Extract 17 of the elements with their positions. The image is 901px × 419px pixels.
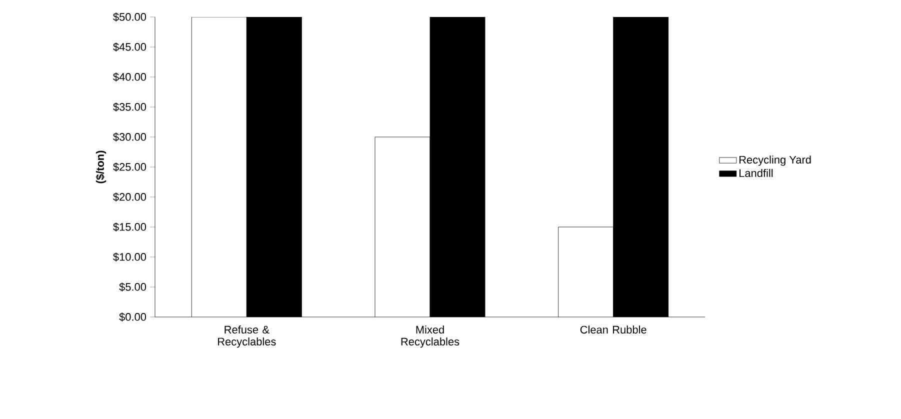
y-tick-label: $30.00 (113, 132, 146, 142)
x-tick-label: Refuse & Recyclables (218, 326, 276, 348)
y-tick-label: $50.00 (113, 12, 146, 22)
y-tick-label: $35.00 (113, 102, 146, 112)
y-tick-label: $0.00 (119, 312, 146, 322)
y-tick-label: $25.00 (113, 162, 146, 172)
y-axis-title: ($/ton) (96, 150, 106, 184)
legend-label: Recycling Yard (740, 156, 811, 166)
legend-label: Landfill (740, 168, 773, 178)
y-tick-label: $5.00 (119, 282, 146, 292)
x-tick-label: Mixed Recyclables (401, 326, 460, 348)
y-tick-label: $45.00 (113, 42, 146, 52)
y-tick-label: $20.00 (113, 192, 146, 202)
y-tick-label: $10.00 (113, 252, 146, 262)
x-tick-label: Clean Rubble (580, 326, 646, 334)
y-tick-label: $15.00 (113, 222, 146, 232)
y-tick-label: $40.00 (113, 72, 146, 82)
